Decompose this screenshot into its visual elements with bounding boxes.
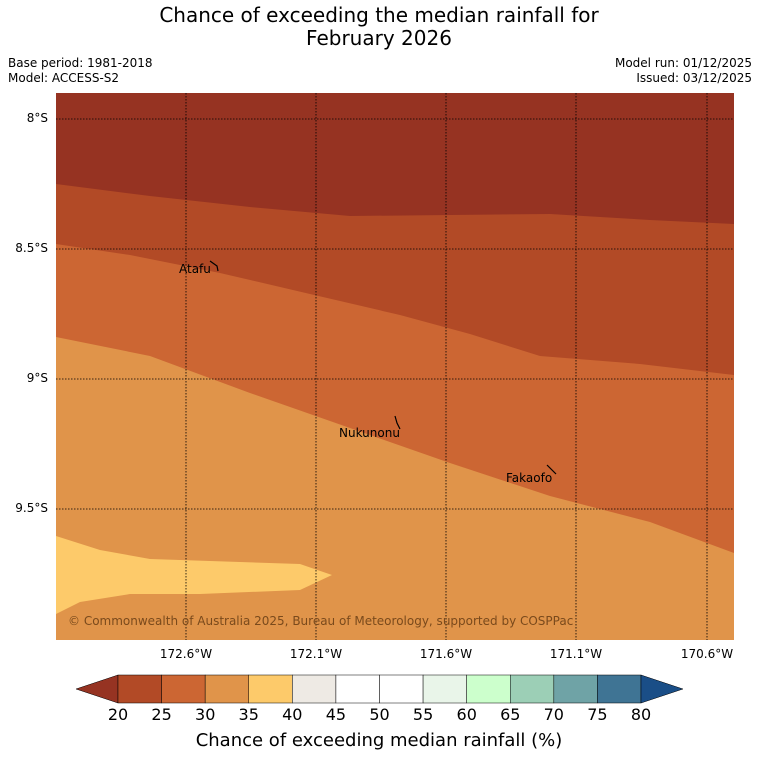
base-period: Base period: 1981-2018 — [8, 56, 153, 70]
issued-date: Issued: 03/12/2025 — [636, 71, 752, 85]
cbar-tick: 70 — [543, 705, 564, 724]
colorbar-cell — [510, 674, 555, 704]
colorbar-cell — [553, 674, 598, 704]
cbar-tick: 60 — [456, 705, 477, 724]
place-nukunonu: Nukunonu — [339, 426, 400, 440]
cbar-tick: 45 — [325, 705, 347, 724]
colorbar-under — [75, 674, 119, 704]
place-atafu: Atafu — [179, 262, 211, 276]
model-run: Model run: 01/12/2025 — [614, 56, 752, 70]
colorbar-cell — [379, 674, 424, 704]
model-name: Model: ACCESS-S2 — [8, 71, 120, 85]
lon-label-172-1w: 172.1°W — [289, 647, 343, 661]
lon-label-171-6w: 171.6°W — [419, 647, 473, 661]
lat-label-9s: 9°S — [26, 371, 48, 385]
lat-label-8-5s: 8.5°S — [15, 241, 48, 255]
cbar-tick: 30 — [195, 705, 216, 724]
lon-label-171-1w: 171.1°W — [549, 647, 603, 661]
cbar-tick: 20 — [107, 705, 129, 724]
lon-label-170-6w: 170.6°W — [680, 647, 734, 661]
graticule — [56, 93, 734, 640]
colorbar-cell — [204, 674, 250, 704]
colorbar-cell — [161, 674, 206, 704]
title-line-1: Chance of exceeding the median rainfall … — [159, 3, 599, 27]
cbar-tick: 65 — [500, 705, 521, 724]
cbar-tick: 80 — [630, 705, 652, 724]
meta-left: Base period: 1981-2018 Model: ACCESS-S2 — [8, 56, 153, 86]
colorbar-cell — [292, 674, 337, 704]
colorbar-over — [640, 674, 684, 704]
lat-label-9-5s: 9.5°S — [15, 501, 48, 515]
title-line-2: February 2026 — [306, 26, 452, 50]
copyright-notice: © Commonwealth of Australia 2025, Bureau… — [68, 614, 574, 628]
colorbar-cell — [466, 674, 511, 704]
lon-label-172-6w: 172.6°W — [159, 647, 213, 661]
colorbar-label: Chance of exceeding median rainfall (%) — [195, 730, 563, 751]
cbar-tick: 50 — [369, 705, 390, 724]
colorbar-cell — [117, 674, 162, 704]
cbar-tick: 55 — [412, 705, 434, 724]
meta-right: Model run: 01/12/2025 Issued: 03/12/2025 — [615, 56, 752, 86]
colorbar-cell — [597, 674, 642, 704]
cbar-tick: 75 — [587, 705, 608, 724]
lat-label-8s: 8°S — [26, 111, 48, 125]
cbar-tick: 35 — [238, 705, 259, 724]
colorbar-cell — [335, 674, 380, 704]
colorbar — [75, 674, 684, 704]
place-fakaofo: Fakaofo — [506, 471, 553, 485]
atoll-outlines — [209, 260, 557, 475]
map-title: Chance of exceeding the median rainfall … — [0, 4, 758, 50]
cbar-tick: 40 — [282, 705, 303, 724]
zone-35-40 — [56, 536, 332, 614]
colorbar-cell — [248, 674, 293, 704]
cbar-tick: 25 — [151, 705, 172, 724]
colorbar-cell — [422, 674, 467, 704]
